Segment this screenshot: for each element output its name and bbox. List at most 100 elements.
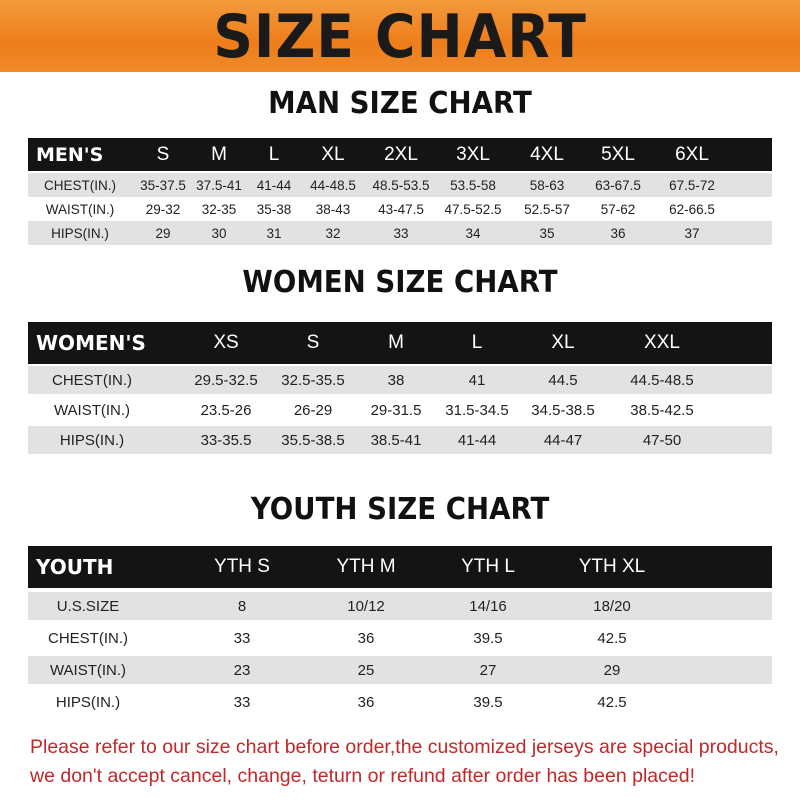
table-cell: 29-31.5 [370,401,422,419]
table-cell: 63-67.5 [595,177,641,193]
table-row: HIPS(IN.) 33-35.5 35.5-38.5 38.5-41 41-44 44-… [28,426,772,454]
table-cell: 38.5-42.5 [630,401,694,419]
table-cell: 47-50 [642,431,682,449]
table-cell: 29-32 [145,201,181,217]
table-cell: 33-35.5 [200,431,252,449]
table-cell: 39.5 [473,693,503,711]
banner: SIZE CHART [0,0,800,72]
table-cell: 29 [155,225,171,241]
table-cell: 27 [479,661,497,679]
table-row: WAIST(IN.) 23 25 27 29 [28,656,772,684]
women-section-title: WOMEN SIZE CHART [242,265,558,300]
table-cell: 34 [465,225,481,241]
table-cell: 58-63 [529,177,565,193]
table-cell: 25 [357,661,375,679]
table-cell: 30 [211,225,227,241]
table-cell: 36 [357,693,375,711]
row-label: WAIST(IN.) [53,401,131,419]
table-cell: 35 [539,225,555,241]
table-cell: 39.5 [473,629,503,647]
table-cell: 29 [603,661,621,679]
table-cell: 10/12 [347,597,385,615]
row-label: HIPS(IN.) [51,225,109,241]
row-label: WAIST(IN.) [49,661,127,679]
table-cell: 8 [237,597,247,615]
table-row: CHEST(IN.) 29.5-32.5 32.5-35.5 38 41 44.5 44.5… [28,366,772,394]
size-header: XL [321,143,345,165]
table-cell: 23.5-26 [200,401,252,419]
footer-line-1: Please refer to our size chart before or… [30,736,779,758]
table-cell: 57-62 [600,201,636,217]
table-cell: 38 [387,371,405,389]
row-label: CHEST(IN.) [44,177,116,193]
size-header: 2XL [384,143,418,165]
table-cell: 43-47.5 [378,201,424,217]
table-cell: 36 [357,629,375,647]
row-label: CHEST(IN.) [52,371,132,389]
table-cell: 53.5-58 [450,177,496,193]
table-cell: 33 [233,629,251,647]
size-header: 3XL [456,143,490,165]
table-corner-label: WOMEN'S [36,331,146,355]
table-cell: 62-66.5 [669,201,715,217]
size-header: XS [213,332,239,353]
table-cell: 41-44 [457,431,497,449]
table-cell: 32 [325,225,341,241]
women-header-row: WOMEN'S XS S M L XL XXL [28,322,772,364]
table-cell: 41-44 [256,177,292,193]
table-cell: 42.5 [597,693,627,711]
table-row: CHEST(IN.) 33 36 39.5 42.5 [28,624,772,652]
size-header: L [471,332,483,353]
row-label: WAIST(IN.) [45,201,115,217]
table-cell: 38-43 [315,201,351,217]
table-cell: 41 [468,371,486,389]
table-cell: 35-38 [256,201,292,217]
youth-header-row: YOUTH YTH S YTH M YTH L YTH XL [28,546,772,588]
table-cell: 32.5-35.5 [281,371,345,389]
table-cell: 52.5-57 [524,201,570,217]
table-cell: 47.5-52.5 [444,201,502,217]
size-header: S [306,332,320,353]
size-header: M [211,143,227,165]
size-header: 5XL [601,143,635,165]
table-cell: 26-29 [293,401,333,419]
table-cell: 31.5-34.5 [445,401,509,419]
table-row: U.S.SIZE 8 10/12 14/16 18/20 [28,592,772,620]
size-header: L [268,143,280,165]
row-label: U.S.SIZE [56,597,120,615]
row-label: HIPS(IN.) [59,431,125,449]
size-header: YTH XL [578,556,646,577]
table-row: WAIST(IN.) 29-32 32-35 35-38 38-43 43-47.5 47.… [28,197,772,221]
table-row: HIPS(IN.) 29 30 31 32 33 34 35 36 37 [28,221,772,245]
table-cell: 29.5-32.5 [194,371,258,389]
table-cell: 44-47 [543,431,583,449]
youth-section-title: YOUTH SIZE CHART [250,492,550,527]
table-cell: 34.5-38.5 [531,401,595,419]
table-cell: 32-35 [201,201,237,217]
men-header-row: MEN'S S M L XL 2XL 3XL 4XL 5XL 6XL [28,138,772,171]
size-header: YTH S [214,556,270,577]
table-cell: 33 [393,225,409,241]
table-row: CHEST(IN.) 35-37.5 37.5-41 41-44 44-48.5 48.5… [28,173,772,197]
table-cell: 33 [233,693,251,711]
size-header: YTH L [461,556,515,577]
table-corner-label: YOUTH [36,555,114,579]
table-cell: 48.5-53.5 [372,177,430,193]
table-cell: 18/20 [593,597,631,615]
table-cell: 14/16 [469,597,507,615]
table-cell: 44-48.5 [310,177,356,193]
table-cell: 23 [233,661,251,679]
size-header: YTH M [336,556,396,577]
size-header: XXL [644,332,680,353]
table-cell: 35-37.5 [140,177,186,193]
table-cell: 36 [610,225,626,241]
table-cell: 38.5-41 [370,431,422,449]
table-row: WAIST(IN.) 23.5-26 26-29 29-31.5 31.5-34.5 34… [28,396,772,424]
row-label: CHEST(IN.) [48,629,128,647]
row-label: HIPS(IN.) [55,693,121,711]
table-row: HIPS(IN.) 33 36 39.5 42.5 [28,688,772,716]
footer-line-2: we don't accept cancel, change, teturn o… [30,765,695,787]
table-cell: 44.5 [548,371,578,389]
size-header: M [388,332,404,353]
size-header: 6XL [675,143,709,165]
